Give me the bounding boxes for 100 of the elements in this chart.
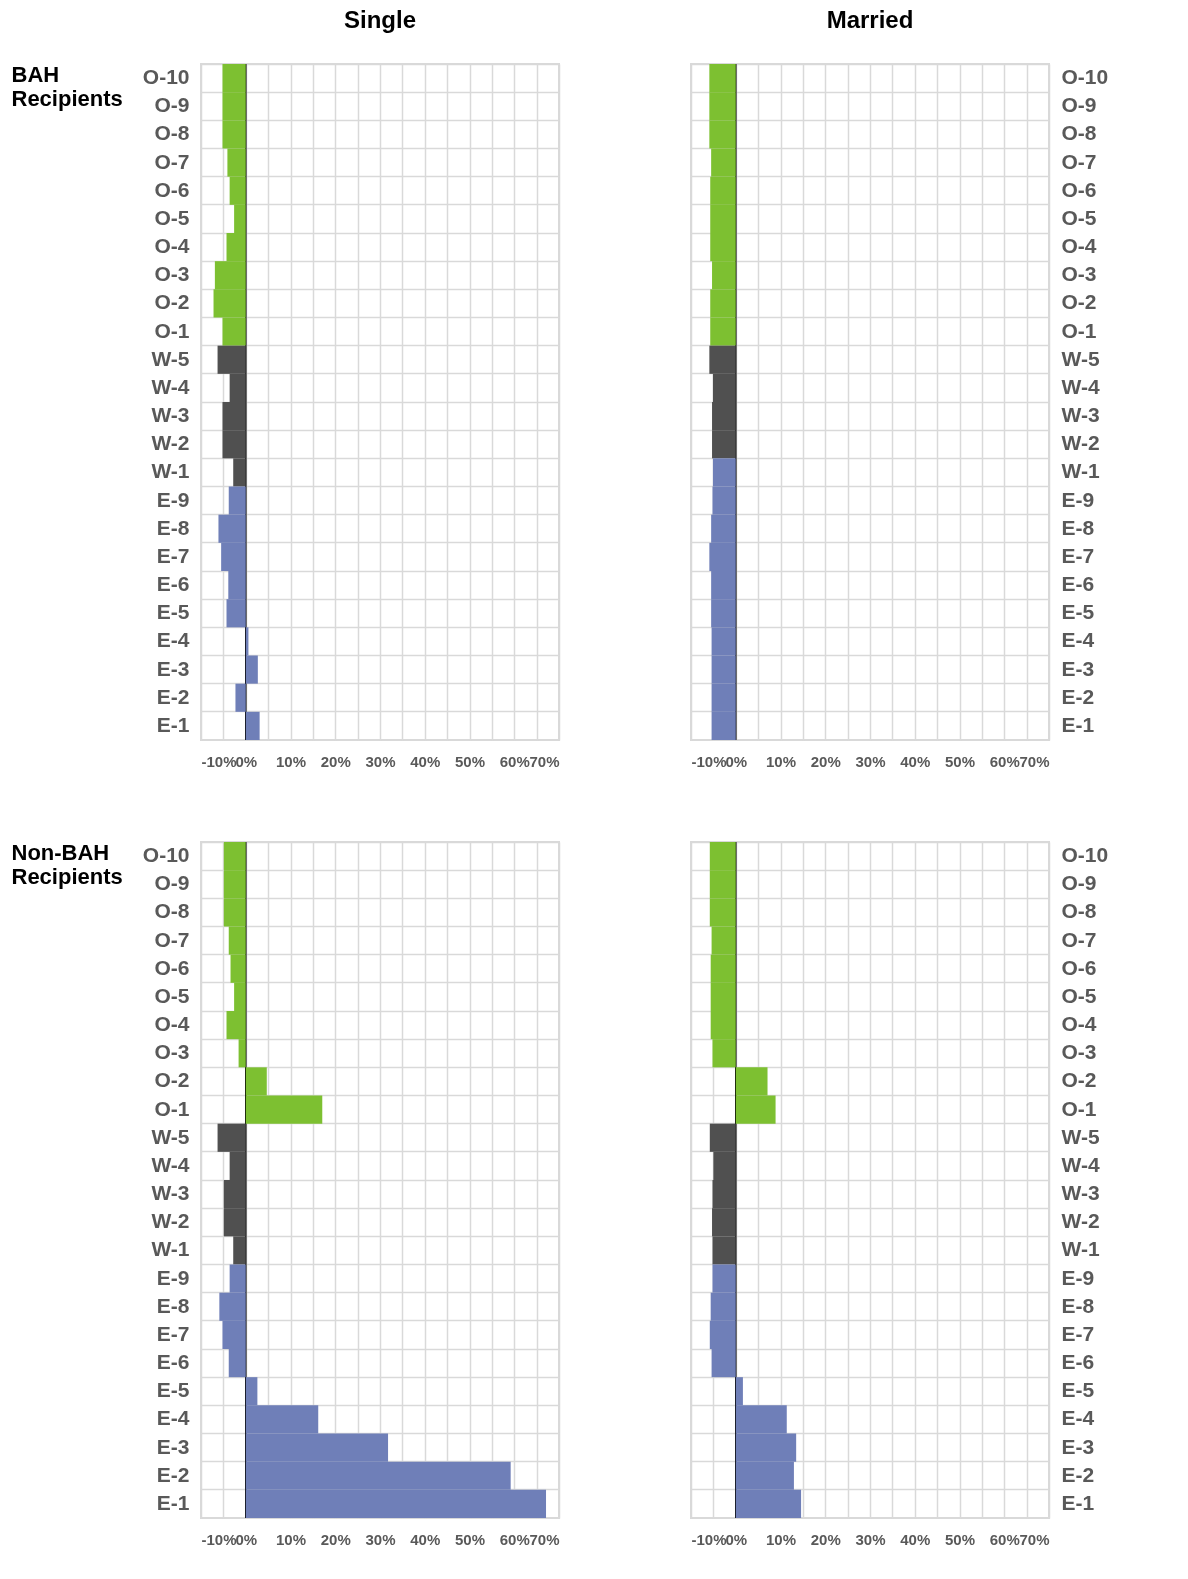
y-tick-label: O-9 [154, 871, 190, 895]
chart-title: Single [343, 6, 417, 33]
y-axis-title: Non-BAH Recipients [11, 839, 123, 889]
x-tick-label: 20% [810, 752, 841, 770]
y-tick-label: W-1 [1061, 459, 1100, 483]
y-tick-label: E-7 [1061, 1321, 1095, 1345]
y-tick-label: O-2 [154, 290, 190, 314]
x-tick-label: 60% [499, 752, 530, 770]
x-tick-label: -10% [691, 752, 727, 770]
y-tick-label: O-3 [154, 262, 190, 286]
x-tick-label: 30% [365, 752, 396, 770]
x-tick-label: 0% [235, 752, 258, 770]
y-tick-label: O-9 [154, 93, 190, 117]
y-tick-label: E-3 [156, 1434, 190, 1458]
y-tick-label: O-8 [1061, 121, 1097, 145]
y-tick-label: W-2 [1061, 1209, 1100, 1233]
x-tick-label: 0% [235, 1530, 258, 1548]
y-tick-label: O-4 [1061, 234, 1097, 258]
chart-title: Married [826, 6, 914, 34]
x-tick-label: 30% [855, 1530, 886, 1548]
y-tick-label: W-3 [151, 403, 190, 427]
y-tick-label: O-5 [1061, 983, 1097, 1007]
y-tick-label: W-1 [151, 459, 190, 483]
x-tick-label: 70% [529, 752, 560, 770]
x-tick-label: 10% [765, 752, 797, 770]
y-tick-label: W-4 [1061, 374, 1100, 398]
y-tick-label: O-6 [1061, 955, 1097, 979]
y-tick-label: O-4 [154, 1012, 190, 1036]
y-tick-label: E-9 [1061, 487, 1095, 511]
y-tick-label: O-5 [1061, 205, 1097, 229]
x-tick-label: 60% [499, 1530, 530, 1548]
y-tick-label: W-4 [151, 1152, 190, 1176]
y-tick-label: O-8 [154, 899, 190, 923]
y-tick-label: E-9 [156, 1265, 190, 1289]
y-tick-label: O-9 [1061, 93, 1097, 117]
y-tick-label: O-3 [1061, 1040, 1097, 1064]
y-tick-label: O-6 [154, 177, 190, 201]
y-tick-label: W-5 [1061, 346, 1100, 370]
y-tick-label: O-6 [1061, 177, 1097, 201]
y-tick-label: E-8 [156, 1293, 190, 1317]
y-tick-label: E-5 [1061, 600, 1095, 624]
y-tick-label: W-2 [151, 431, 190, 455]
y-tick-label: W-2 [1061, 431, 1100, 455]
y-axis-title: BAH Recipients [11, 61, 123, 111]
y-tick-label: E-8 [1061, 515, 1095, 539]
x-tick-label: -10% [201, 1530, 237, 1548]
y-tick-label: O-8 [154, 121, 190, 145]
x-tick-label: 20% [320, 752, 351, 770]
y-tick-label: O-1 [1061, 318, 1097, 342]
y-tick-label: E-4 [1061, 1406, 1095, 1430]
x-tick-label: 10% [765, 1530, 797, 1548]
y-tick-label: W-4 [1061, 1152, 1100, 1176]
y-tick-label: E-6 [1061, 1350, 1095, 1374]
y-tick-label: O-10 [1061, 843, 1109, 867]
y-tick-label: E-8 [156, 515, 190, 539]
y-tick-label: E-3 [1061, 1434, 1095, 1458]
x-tick-label: 60% [989, 752, 1020, 770]
y-tick-label: O-2 [1061, 290, 1097, 314]
y-tick-label: O-7 [154, 149, 190, 173]
x-tick-label: 0% [725, 752, 748, 770]
y-tick-label: O-1 [154, 1096, 190, 1120]
y-tick-label: O-1 [154, 318, 190, 342]
x-tick-label: 20% [810, 1530, 841, 1548]
y-tick-label: E-1 [156, 1490, 190, 1514]
y-tick-label: E-5 [1061, 1378, 1095, 1402]
y-tick-label: O-7 [1061, 149, 1097, 173]
x-tick-label: 50% [454, 1530, 486, 1548]
y-tick-label: W-3 [151, 1181, 190, 1205]
y-tick-label: E-2 [1061, 684, 1095, 708]
x-tick-label: -10% [691, 1530, 727, 1548]
x-tick-label: 70% [1019, 1530, 1050, 1548]
x-tick-label: 50% [944, 752, 976, 770]
x-tick-label: 40% [900, 1530, 931, 1548]
y-tick-label: O-3 [1061, 262, 1097, 286]
y-tick-label: O-6 [154, 955, 190, 979]
y-tick-label: E-8 [1061, 1293, 1095, 1317]
y-tick-label: W-1 [1061, 1237, 1100, 1261]
y-tick-label: W-1 [151, 1237, 190, 1261]
y-tick-label: O-10 [142, 65, 190, 89]
y-tick-label: O-7 [154, 927, 190, 951]
y-tick-label: W-5 [1061, 1124, 1100, 1148]
y-tick-label: O-3 [154, 1040, 190, 1064]
x-tick-label: 70% [1019, 752, 1050, 770]
y-tick-label: E-9 [1061, 1265, 1095, 1289]
y-tick-label: E-7 [156, 1321, 190, 1345]
y-tick-label: O-8 [1061, 899, 1097, 923]
y-tick-label: W-5 [151, 1124, 190, 1148]
y-tick-label: E-4 [156, 1406, 190, 1430]
y-tick-label: E-3 [156, 656, 190, 680]
y-tick-label: W-4 [151, 374, 190, 398]
y-tick-label: O-10 [142, 843, 190, 867]
y-tick-label: E-3 [1061, 656, 1095, 680]
x-tick-label: 30% [365, 1530, 396, 1548]
y-tick-label: W-3 [1061, 403, 1100, 427]
y-tick-label: E-6 [156, 1350, 190, 1374]
y-tick-label: E-2 [1061, 1462, 1095, 1486]
x-tick-label: 10% [275, 1530, 307, 1548]
x-tick-label: 30% [855, 752, 886, 770]
y-tick-label: O-4 [1061, 1012, 1097, 1036]
x-tick-label: 0% [725, 1530, 748, 1548]
